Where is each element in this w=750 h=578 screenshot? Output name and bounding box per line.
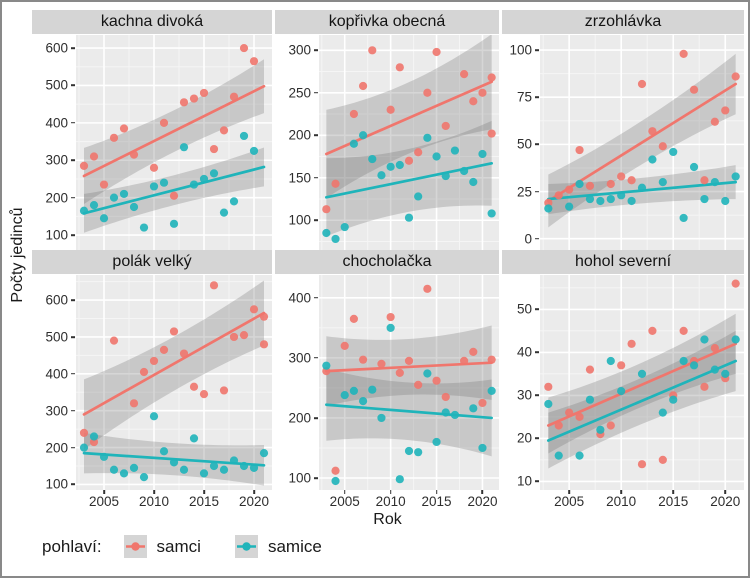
facet-plot-svg xyxy=(540,35,744,250)
x-axis-ticks: 2005 2010 2015 2020 xyxy=(319,490,499,509)
y-axis-ticks: 10 20 30 40 50 xyxy=(502,275,540,490)
legend-item-samice: samice xyxy=(234,535,322,558)
legend-title: pohlaví: xyxy=(42,536,102,556)
facet-polak-velky: polák velký 100 200 300 400 500 600 2005 2010 2… xyxy=(32,250,272,509)
y-axis-ticks: 100 200 300 400 500 600 xyxy=(32,35,76,250)
legend-label-samci: samci xyxy=(156,536,201,556)
facet-strip: kopřivka obecná xyxy=(275,10,499,34)
facet-panel xyxy=(76,275,272,490)
facet-chocholacka: chocholačka 100 200 300 400 2005 2010 2015 202… xyxy=(275,250,499,509)
facet-panel xyxy=(319,35,499,250)
legend-item-samci: samci xyxy=(123,535,201,558)
facet-koprivka-obecna: kopřivka obecná 100 150 200 250 300 xyxy=(275,10,499,250)
plot-area: Počty jedinců kachna divoká 100 200 300 400… xyxy=(4,10,744,509)
facet-strip: polák velký xyxy=(32,250,272,274)
facet-panel xyxy=(76,35,272,250)
facet-plot-svg xyxy=(76,35,272,250)
facet-panel xyxy=(540,275,744,490)
y-axis-title: Počty jedinců xyxy=(4,10,32,509)
facet-strip: hohol severní xyxy=(502,250,744,274)
facet-plot-svg xyxy=(319,275,499,490)
facet-plot-svg xyxy=(319,35,499,250)
y-axis-ticks: 100 200 300 400 xyxy=(275,275,319,490)
facet-strip: kachna divoká xyxy=(32,10,272,34)
legend-label-samice: samice xyxy=(267,536,322,556)
facet-strip: zrzohlávka xyxy=(502,10,744,34)
x-axis-ticks: 2005 2010 2015 2020 xyxy=(540,490,744,509)
y-axis-ticks: 100 200 300 400 500 600 xyxy=(32,275,76,491)
facet-grid: kachna divoká 100 200 300 400 500 600 kopřivk… xyxy=(32,10,744,509)
facet-panel xyxy=(540,35,744,250)
facet-zrzohlavka: zrzohlávka 0 25 50 75 100 xyxy=(502,10,744,250)
legend-key-samci-icon xyxy=(123,535,147,558)
facet-strip: chocholačka xyxy=(275,250,499,274)
x-axis-title: Rok xyxy=(373,511,402,528)
y-axis-ticks: 0 25 50 75 100 xyxy=(502,35,540,250)
facet-kachna-divoka: kachna divoká 100 200 300 400 500 600 xyxy=(32,10,272,250)
legend: pohlaví: samci samice xyxy=(42,535,743,558)
y-axis-ticks: 100 150 200 250 300 xyxy=(275,35,319,250)
y-axis-title-text: Počty jedinců xyxy=(9,207,26,303)
x-axis-ticks: 2005 2010 2015 2020 xyxy=(76,490,272,509)
facet-panel xyxy=(319,275,499,490)
legend-key-samice-icon xyxy=(234,535,258,558)
facet-plot-svg xyxy=(76,275,272,490)
facet-plot-svg xyxy=(540,275,744,490)
facet-hohol-severni: hohol severní 10 20 30 40 50 2005 2010 2015 202… xyxy=(502,250,744,509)
